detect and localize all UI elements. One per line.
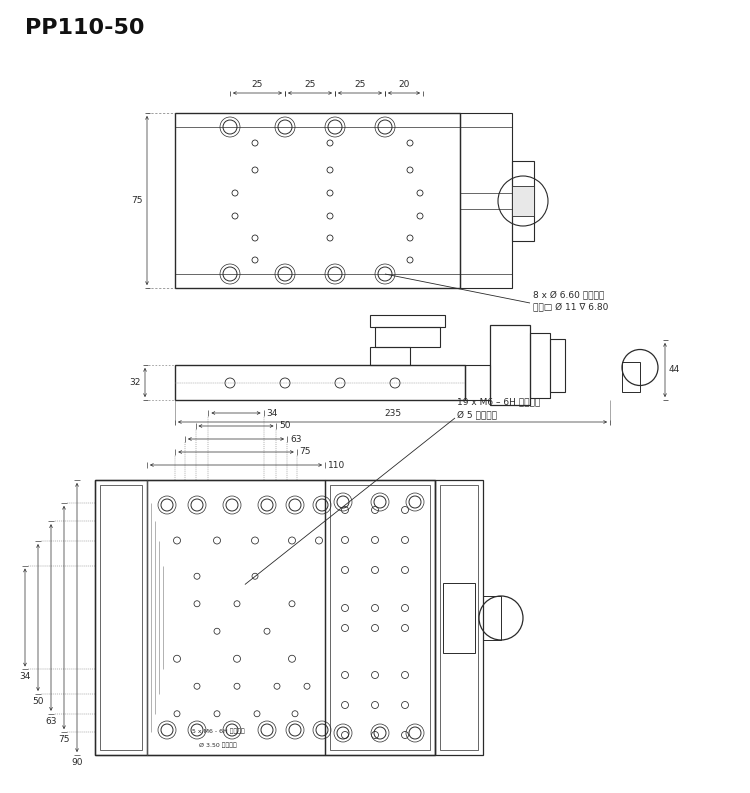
Bar (325, 480, 435, 755)
Text: 8 x Ø 6.60 完全贯穿: 8 x Ø 6.60 完全贯穿 (533, 290, 604, 299)
Bar (483, 596, 501, 640)
Text: 32: 32 (130, 378, 141, 387)
Text: 75: 75 (300, 447, 311, 457)
Bar (550, 339, 565, 392)
Bar (465, 365, 490, 400)
Bar (490, 325, 530, 405)
Text: 背面□ Ø 11 ∇ 6.80: 背面□ Ø 11 ∇ 6.80 (533, 302, 608, 311)
Text: 50: 50 (32, 697, 44, 706)
Text: PP110-50: PP110-50 (25, 18, 145, 38)
Bar (147, 480, 325, 755)
Text: 19 x M6 – 6H 完全贯穿: 19 x M6 – 6H 完全贯穿 (457, 397, 540, 406)
Text: 63: 63 (290, 435, 302, 443)
Bar (370, 347, 410, 365)
Bar (175, 113, 460, 288)
Text: 34: 34 (266, 408, 278, 417)
Text: Ø 3.50 完全貫穿: Ø 3.50 完全貫穿 (200, 742, 237, 748)
Text: 5 x M6 - 6H 完全貫穿: 5 x M6 - 6H 完全貫穿 (192, 729, 244, 734)
Bar (512, 161, 534, 241)
Bar (512, 186, 534, 216)
Bar (370, 315, 445, 327)
Text: 25: 25 (252, 80, 263, 89)
Text: 235: 235 (384, 409, 401, 418)
Bar (435, 480, 483, 755)
Text: 44: 44 (669, 366, 680, 374)
Text: 90: 90 (71, 758, 82, 767)
Bar (95, 480, 147, 755)
Text: Ø 5 完全贯穿: Ø 5 完全贯穿 (457, 410, 497, 419)
Bar (440, 485, 478, 750)
Bar (622, 362, 640, 392)
Text: 25: 25 (354, 80, 366, 89)
Text: 110: 110 (328, 461, 345, 469)
Bar (100, 485, 142, 750)
Text: 63: 63 (45, 717, 57, 726)
Text: 75: 75 (58, 735, 70, 744)
Bar (330, 485, 430, 750)
Text: 75: 75 (131, 196, 143, 205)
Text: 34: 34 (20, 672, 31, 681)
Bar (530, 333, 550, 398)
Bar (175, 365, 465, 400)
Text: 25: 25 (304, 80, 316, 89)
Bar (460, 113, 512, 288)
Bar (443, 583, 475, 653)
Text: 20: 20 (398, 80, 410, 89)
Bar (95, 480, 435, 755)
Text: 50: 50 (280, 422, 291, 431)
Bar (375, 327, 440, 347)
